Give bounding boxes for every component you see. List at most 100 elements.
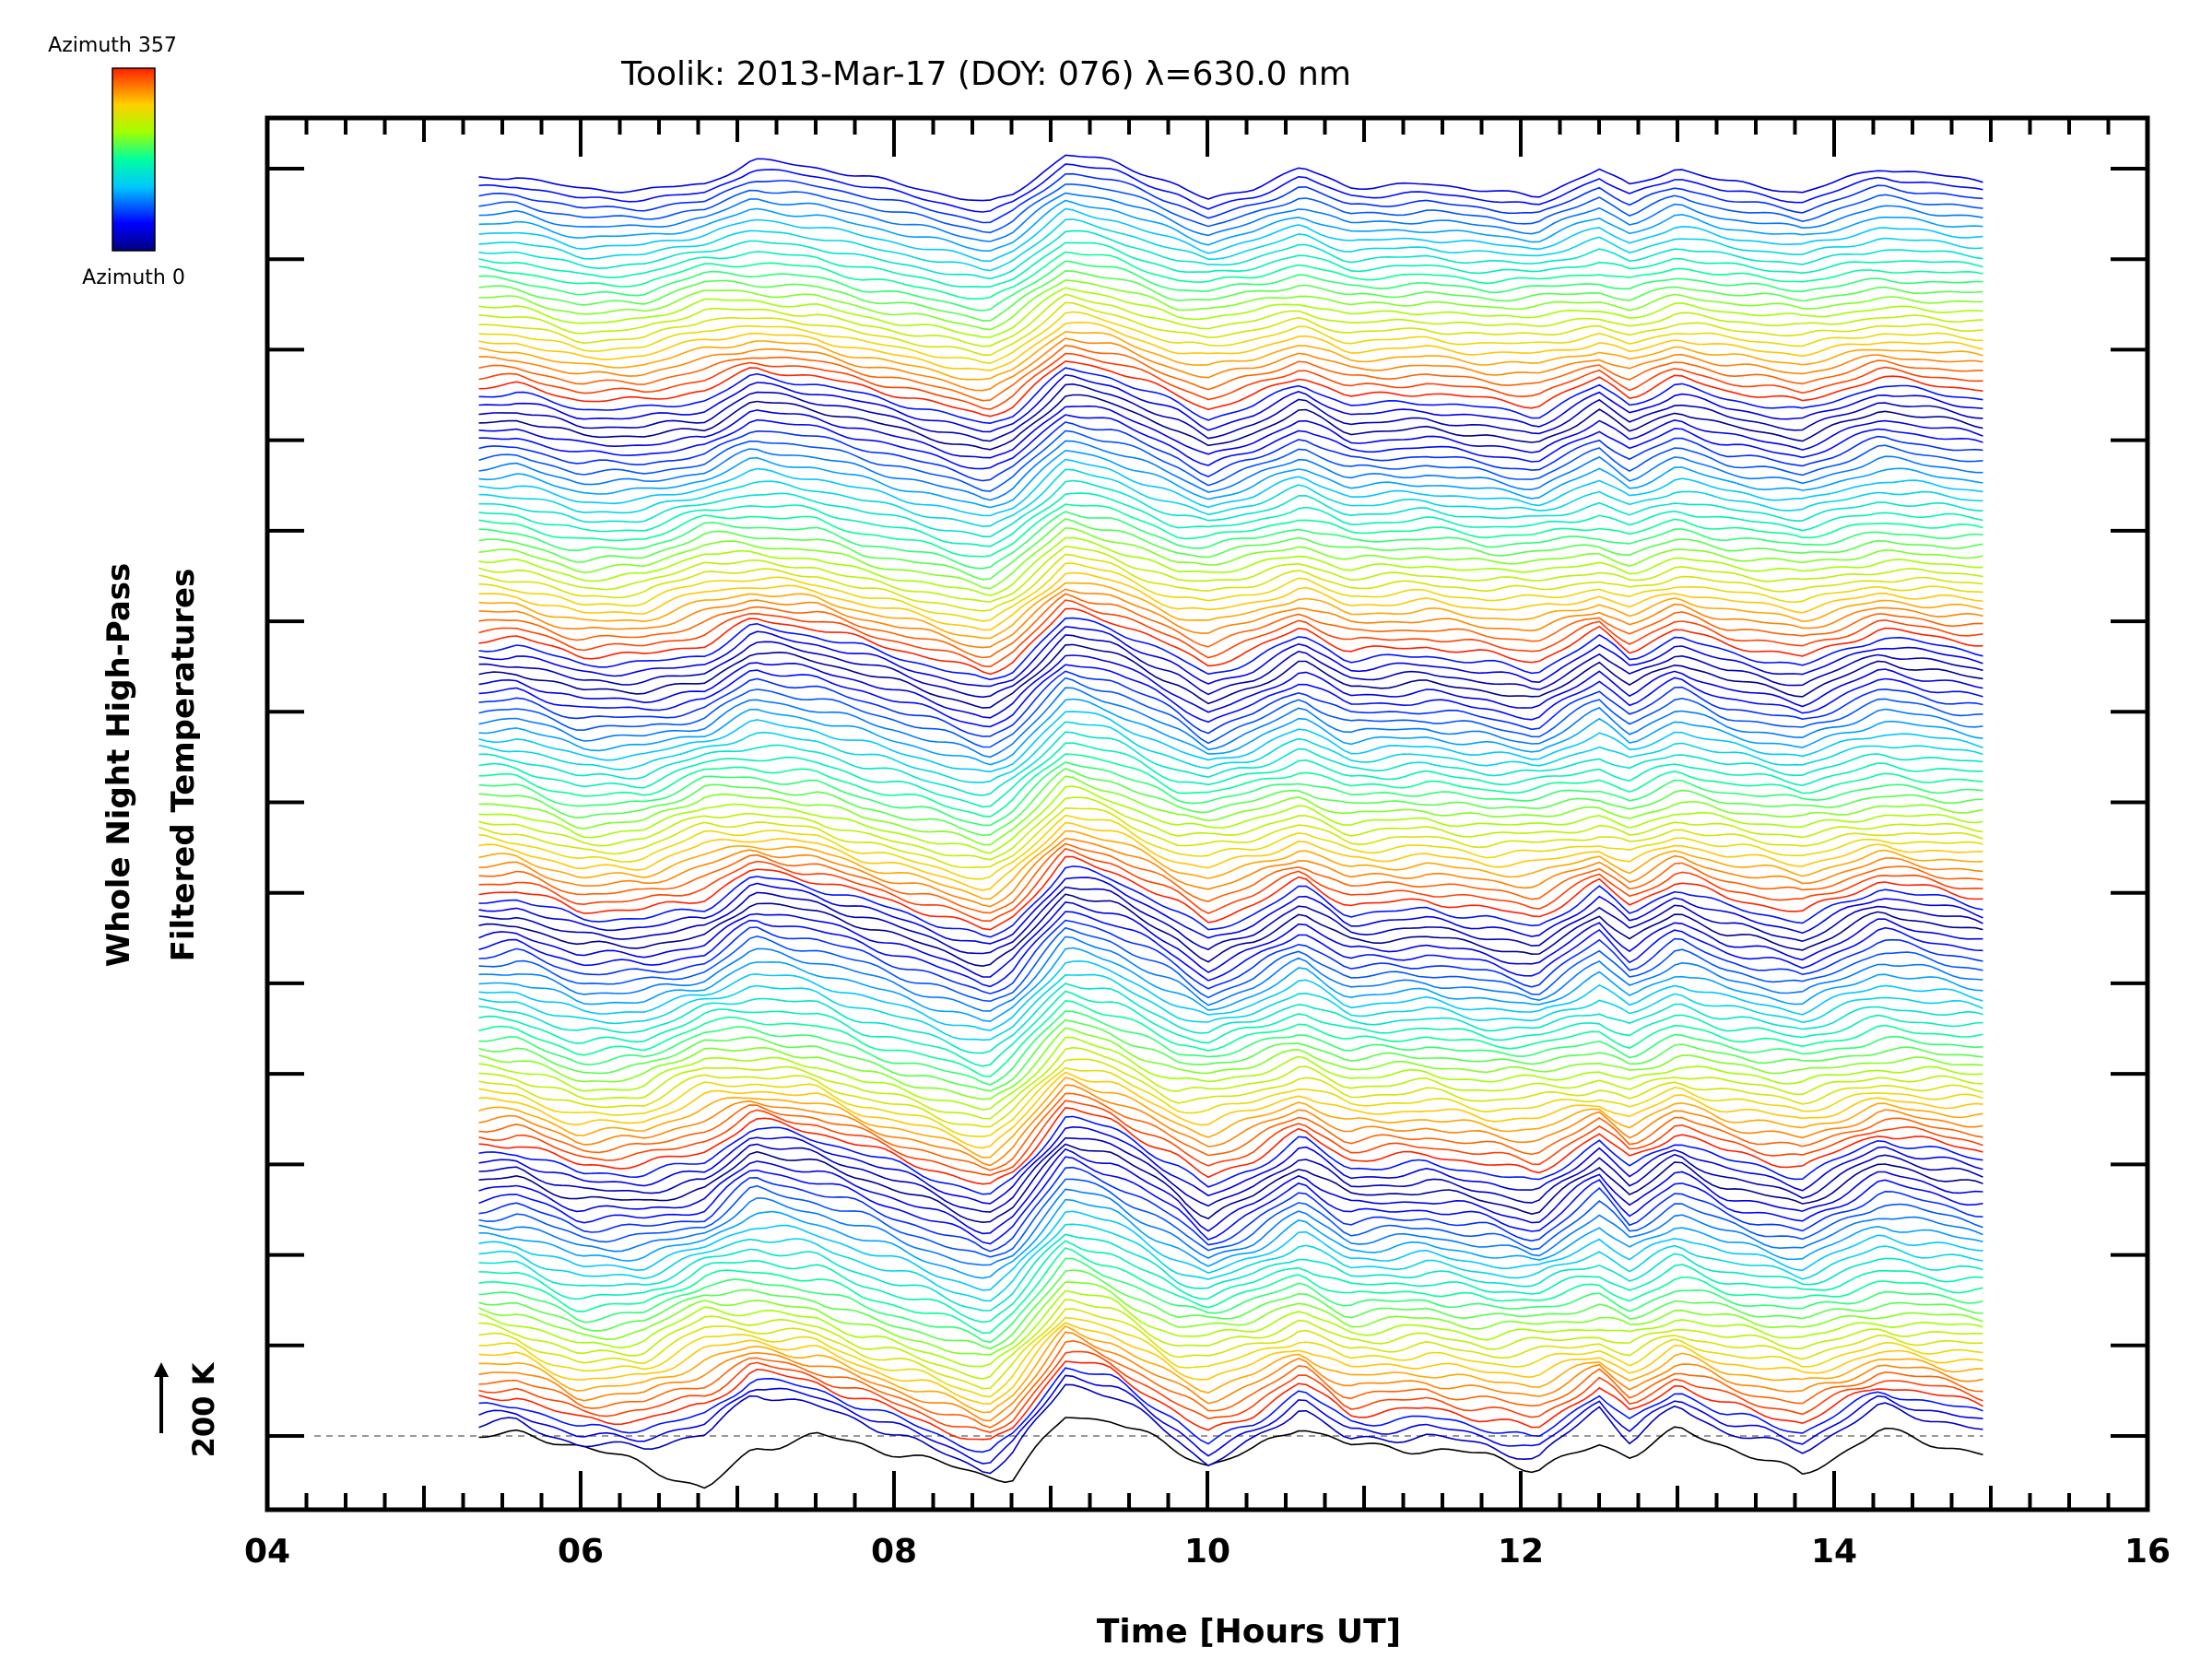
series-line (478, 421, 1983, 482)
series-line (478, 1247, 1983, 1335)
series-line (478, 761, 1983, 827)
series-line (478, 901, 1983, 978)
series-line (478, 588, 1983, 649)
series-line (478, 172, 1983, 224)
series-line (478, 154, 1983, 202)
series-line (478, 893, 1983, 968)
series-line (478, 1188, 1983, 1266)
series-line (478, 1350, 1983, 1433)
series-line (478, 183, 1983, 234)
series-line (478, 479, 1983, 538)
series-line (478, 382, 1983, 442)
series-line (478, 1331, 1983, 1422)
series-line (478, 394, 1983, 451)
series-line (478, 229, 1983, 280)
series-line (478, 830, 1983, 900)
series-line (478, 1316, 1983, 1398)
series-line (478, 503, 1983, 558)
series-line (478, 1198, 1983, 1279)
series-line (478, 1125, 1983, 1205)
series-line (478, 1210, 1983, 1291)
series-line (478, 1107, 1983, 1185)
series-line (478, 1071, 1983, 1149)
y-axis-label: Whole Night High-Pass Filtered Temperatu… (100, 563, 202, 968)
series-line (478, 753, 1983, 818)
y-axis-label-line2: Filtered Temperatures (165, 569, 202, 962)
series-line (478, 634, 1983, 699)
series-line (478, 373, 1983, 433)
series-line (478, 1084, 1983, 1167)
colorbar-top-label: Azimuth 357 (48, 34, 177, 57)
x-tick-label: 10 (1184, 1533, 1230, 1571)
series-line (478, 687, 1983, 759)
series-line (478, 1257, 1983, 1344)
series-line (478, 1136, 1983, 1213)
series-line (478, 865, 1983, 938)
series-line (478, 1147, 1983, 1235)
series-line (478, 1383, 1983, 1475)
series-line (478, 1360, 1983, 1441)
series-line (478, 287, 1983, 338)
series-line (478, 1018, 1983, 1092)
series-line (478, 468, 1983, 527)
series-line (478, 1166, 1983, 1253)
series-line (478, 1324, 1983, 1414)
series-line (478, 664, 1983, 728)
series-line (478, 1367, 1983, 1453)
chart-title: Toolik: 2013-Mar-17 (DOY: 076) λ=630.0 n… (620, 55, 1351, 93)
series-line (478, 337, 1983, 392)
series-line (478, 1308, 1983, 1390)
x-ticks (265, 118, 2149, 1510)
colorbar-bottom-label: Azimuth 0 (82, 266, 185, 289)
series-line (478, 562, 1983, 622)
series-line (478, 855, 1983, 931)
series-line (478, 742, 1983, 808)
series-line (478, 1058, 1983, 1128)
series-line (478, 947, 1983, 1023)
scale-bar: 200 K (154, 1361, 221, 1457)
series-line (478, 251, 1983, 300)
series-line (478, 1223, 1983, 1302)
series-line (478, 919, 1983, 994)
series-line (478, 1010, 1983, 1086)
series-line (478, 677, 1983, 748)
series-line (478, 492, 1983, 547)
series-line (478, 785, 1983, 854)
series-line (478, 270, 1983, 322)
series-line (478, 698, 1983, 766)
series-line (478, 607, 1983, 676)
series-line (478, 553, 1983, 612)
series-line (478, 1417, 1983, 1489)
y-ticks (267, 167, 2147, 1438)
series-line (478, 405, 1983, 459)
series-line (478, 279, 1983, 331)
series-line (478, 367, 1983, 425)
series-line (478, 837, 1983, 908)
y-axis-label-line1: Whole Night High-Pass (100, 563, 137, 968)
series-line (478, 654, 1983, 719)
series-line (478, 1322, 1983, 1406)
series-line (478, 1233, 1983, 1312)
x-tick-labels: 04 06 08 10 12 14 16 (244, 1533, 2171, 1571)
series-line (478, 806, 1983, 869)
series-line (478, 1156, 1983, 1245)
series-line (478, 344, 1983, 402)
series-line (478, 311, 1983, 365)
series-line (478, 331, 1983, 381)
series-line (478, 207, 1983, 263)
series-line (478, 711, 1983, 773)
series-line (478, 626, 1983, 688)
series-line (478, 999, 1983, 1077)
series-line (478, 526, 1983, 590)
series-line (478, 593, 1983, 659)
scale-bar-label: 200 K (186, 1361, 221, 1457)
series-line (478, 218, 1983, 272)
series-line (478, 536, 1983, 597)
series-line (478, 842, 1983, 914)
series-line (478, 814, 1983, 880)
x-tick-label: 16 (2124, 1533, 2171, 1571)
series-line (478, 1281, 1983, 1356)
colorbar: Azimuth 357 Azimuth 0 (48, 34, 185, 289)
series-line (478, 1046, 1983, 1120)
